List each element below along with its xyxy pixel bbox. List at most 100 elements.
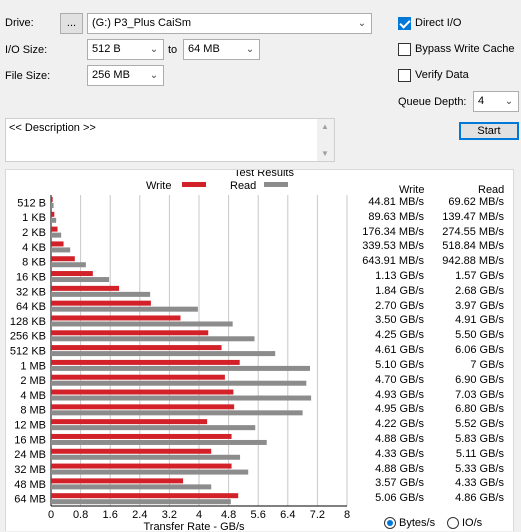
category-label: 512 KB: [10, 346, 46, 358]
category-label: 512 B: [17, 197, 46, 209]
read-bar: [51, 425, 256, 431]
legend-read-swatch: [264, 182, 288, 187]
to-label: to: [168, 44, 178, 56]
read-value: 7.03 GB/s: [455, 388, 504, 401]
io-size-from-select[interactable]: 512 B ⌄: [87, 39, 164, 60]
read-value: 4.86 GB/s: [455, 492, 504, 505]
read-value: 274.55 MB/s: [442, 225, 504, 238]
x-tick-label: 6.4: [280, 509, 295, 521]
chevron-down-icon: ⌄: [504, 96, 514, 107]
direct-io-checkbox[interactable]: [398, 17, 411, 30]
write-value: 3.50 GB/s: [375, 314, 424, 327]
write-bar: [51, 271, 93, 277]
read-value: 6.90 GB/s: [455, 373, 504, 386]
read-bar: [51, 277, 110, 283]
x-tick-label: 4.8: [221, 509, 236, 521]
write-bar: [51, 404, 235, 410]
browse-button[interactable]: ...: [60, 13, 83, 34]
drive-select[interactable]: (G:) P3_Plus CaiSm ⌄: [87, 13, 372, 34]
read-value: 4.33 GB/s: [455, 477, 504, 490]
category-label: 1 KB: [22, 212, 46, 224]
scroll-up-icon[interactable]: ▲: [321, 122, 329, 131]
file-size-select[interactable]: 256 MB ⌄: [87, 65, 164, 86]
read-value: 5.52 GB/s: [455, 418, 504, 431]
read-bar: [51, 484, 212, 490]
category-label: 4 MB: [20, 390, 46, 402]
read-bar: [51, 247, 71, 253]
category-label: 256 KB: [10, 331, 46, 343]
drive-value: (G:) P3_Plus CaiSm: [92, 17, 192, 29]
x-tick-label: 1.6: [103, 509, 118, 521]
legend-write-swatch: [182, 182, 206, 187]
category-label: 128 KB: [10, 316, 46, 328]
category-label: 32 KB: [16, 286, 46, 298]
read-value: 518.84 MB/s: [442, 240, 504, 253]
write-value: 4.33 GB/s: [375, 447, 424, 460]
x-tick-label: 7.2: [310, 509, 325, 521]
category-label: 16 MB: [14, 434, 46, 446]
read-value: 5.50 GB/s: [455, 329, 504, 342]
read-value: 7 GB/s: [470, 358, 504, 371]
transfer-rate-chart: 0 0.8 1.6 2.4 3.2 4 4.8 5.6 6.4 7.2 8 Transfer Rate…: [10, 170, 350, 532]
read-bar: [51, 469, 249, 475]
read-value: 139.47 MB/s: [442, 210, 504, 223]
drive-label: Drive:: [5, 17, 34, 29]
chevron-down-icon: ⌄: [149, 44, 159, 55]
bytes-per-sec-radio[interactable]: [384, 517, 396, 529]
write-bar: [51, 463, 232, 469]
read-bar: [51, 395, 312, 401]
write-bar: [51, 359, 240, 365]
write-value: 5.06 GB/s: [375, 492, 424, 505]
read-bar: [51, 262, 86, 268]
queue-depth-select[interactable]: 4 ⌄: [473, 91, 519, 112]
start-button[interactable]: Start: [459, 122, 519, 140]
file-size-label: File Size:: [5, 70, 51, 82]
category-label: 24 MB: [14, 449, 46, 461]
x-tick-label: 0: [48, 509, 54, 521]
queue-depth-label: Queue Depth:: [398, 96, 467, 108]
x-tick-label: 3.2: [162, 509, 177, 521]
write-bar: [51, 433, 232, 439]
x-tick-label: 0.8: [73, 509, 88, 521]
io-size-label: I/O Size:: [5, 44, 48, 56]
read-bar: [51, 291, 151, 297]
write-column-header: Write: [399, 184, 425, 196]
legend-write-label: Write: [146, 180, 171, 192]
category-label: 64 MB: [14, 494, 46, 506]
category-label: 2 MB: [20, 375, 46, 387]
read-value: 5.33 GB/s: [455, 462, 504, 475]
write-bar: [51, 285, 120, 291]
write-value: 176.34 MB/s: [362, 225, 424, 238]
write-bar: [51, 478, 184, 484]
io-per-sec-radio[interactable]: [447, 517, 459, 529]
write-bar: [51, 300, 151, 306]
x-axis-title: Transfer Rate - GB/s: [143, 521, 245, 532]
write-value: 4.88 GB/s: [375, 462, 424, 475]
write-bar: [51, 211, 55, 217]
write-bar: [51, 419, 208, 425]
chevron-down-icon: ⌄: [357, 18, 367, 29]
description-scrollbar[interactable]: ▲ ▼: [317, 119, 334, 161]
io-size-from-value: 512 B: [92, 43, 121, 55]
read-value: 6.80 GB/s: [455, 403, 504, 416]
verify-data-label: Verify Data: [415, 69, 469, 81]
file-size-value: 256 MB: [92, 69, 130, 81]
write-value: 339.53 MB/s: [362, 240, 424, 253]
chevron-down-icon: ⌄: [245, 44, 255, 55]
x-tick-label: 2.4: [132, 509, 147, 521]
verify-data-checkbox[interactable]: [398, 69, 411, 82]
write-value: 4.88 GB/s: [375, 432, 424, 445]
read-bar: [51, 217, 57, 223]
chevron-down-icon: ⌄: [149, 70, 159, 81]
write-value: 643.91 MB/s: [362, 255, 424, 268]
description-box[interactable]: << Description >> ▲ ▼: [5, 118, 335, 162]
io-size-to-select[interactable]: 64 MB ⌄: [183, 39, 260, 60]
bypass-write-cache-checkbox[interactable]: [398, 43, 411, 56]
read-column-header: Read: [478, 184, 505, 196]
scroll-down-icon[interactable]: ▼: [321, 149, 329, 158]
category-label: 64 KB: [16, 301, 46, 313]
category-label: 16 KB: [16, 271, 46, 283]
chart-title: Test Results: [234, 170, 294, 179]
write-value: 5.10 GB/s: [375, 358, 424, 371]
write-bar: [51, 345, 222, 351]
